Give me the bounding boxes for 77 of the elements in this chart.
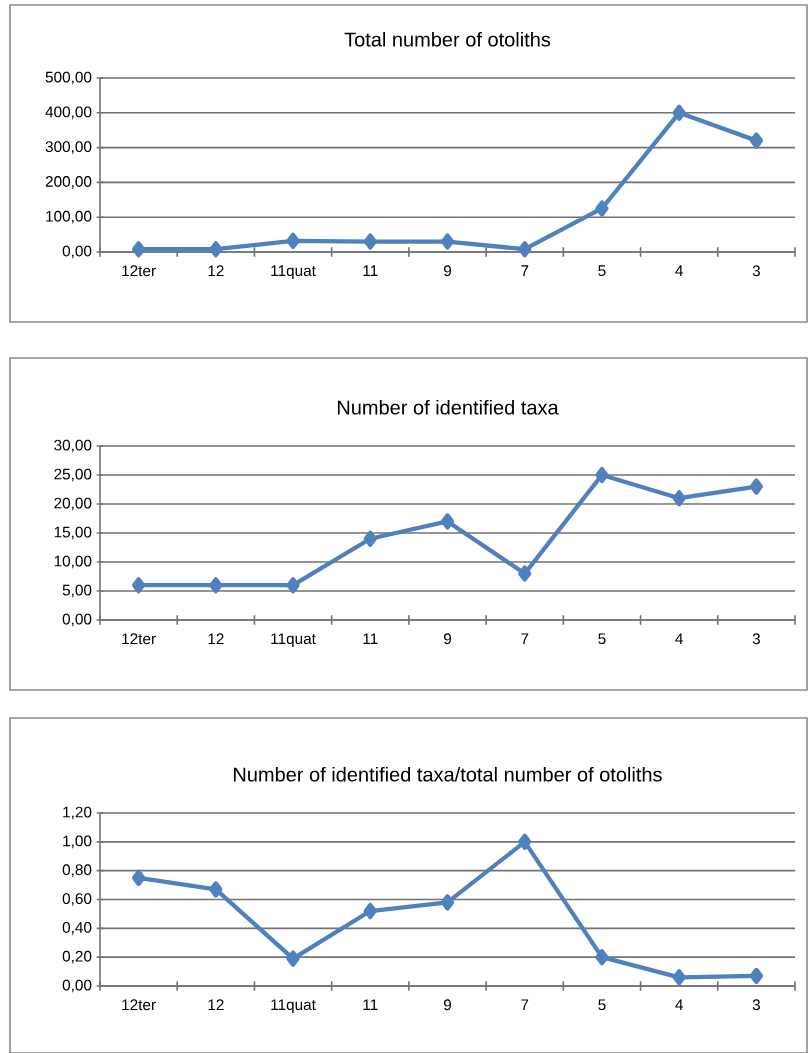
y-tick-label: 1,00 <box>63 835 92 849</box>
x-tick-label: 11 <box>363 999 378 1010</box>
y-tick-label: 0,60 <box>62 893 92 906</box>
chart-title: Total number of otoliths <box>344 31 551 47</box>
point <box>131 241 146 258</box>
y-tick-label: 0,20 <box>62 950 92 964</box>
point <box>286 232 300 249</box>
x-tick-label: 11 <box>363 633 378 644</box>
y-tick-label: 200,00 <box>45 176 92 189</box>
point <box>363 530 377 547</box>
y-tick-label: 400,00 <box>45 106 92 120</box>
point <box>131 577 146 594</box>
y-tick-label: 15,00 <box>54 526 92 540</box>
point <box>209 241 223 258</box>
y-tick-label: 5,00 <box>62 584 92 598</box>
point <box>286 577 300 594</box>
point <box>595 200 609 217</box>
x-tick-label: 11quat <box>271 633 316 648</box>
x-tick-label: 4 <box>675 633 683 644</box>
x-tick-label: 3 <box>752 633 760 645</box>
y-tick-label: 25,00 <box>54 468 92 482</box>
x-tick-label: 9 <box>443 265 452 277</box>
point <box>440 233 455 250</box>
x-tick-label: 12ter <box>122 633 156 645</box>
y-tick-label: 1,20 <box>63 806 92 820</box>
y-tick-label: 0,00 <box>62 245 92 259</box>
point <box>363 902 377 920</box>
x-tick-label: 3 <box>752 265 760 277</box>
point <box>749 478 764 495</box>
y-tick-label: 20,00 <box>54 497 92 511</box>
point <box>518 241 532 258</box>
x-tick-label: 11quat <box>271 265 316 280</box>
y-tick-label: 0,40 <box>62 921 92 935</box>
point <box>518 565 532 582</box>
x-tick-label: 12 <box>208 265 224 277</box>
x-tick-label: 9 <box>443 633 452 645</box>
x-tick-label: 5 <box>598 265 606 277</box>
point <box>672 104 686 121</box>
chart-title: Number of identified taxa <box>337 399 559 415</box>
x-tick-label: 12ter <box>122 999 156 1011</box>
point <box>595 949 609 966</box>
point <box>286 950 300 967</box>
y-tick-label: 0,00 <box>62 979 92 993</box>
point <box>209 881 223 898</box>
x-tick-label: 11 <box>363 265 378 276</box>
y-tick-label: 300,00 <box>45 141 92 154</box>
point <box>131 869 146 887</box>
x-tick-label: 7 <box>521 633 529 644</box>
point <box>749 967 764 985</box>
chart-title: Number of identified taxa/total number of otoliths <box>234 766 662 782</box>
point <box>749 132 764 149</box>
y-tick-label: 30,00 <box>54 439 92 453</box>
point <box>209 577 223 594</box>
point <box>672 969 686 986</box>
point <box>518 833 532 850</box>
x-tick-label: 3 <box>752 999 760 1011</box>
point <box>440 513 455 530</box>
x-tick-label: 11quat <box>271 999 316 1014</box>
x-tick-label: 9 <box>443 999 452 1011</box>
x-tick-label: 7 <box>521 999 529 1010</box>
x-tick-label: 5 <box>598 999 606 1011</box>
x-tick-label: 12 <box>208 999 224 1011</box>
point <box>363 233 377 250</box>
y-tick-label: 0,80 <box>62 864 92 877</box>
x-tick-label: 12ter <box>122 265 156 277</box>
x-tick-label: 4 <box>675 999 683 1010</box>
point <box>672 490 686 507</box>
point <box>595 466 609 484</box>
y-tick-label: 10,00 <box>54 555 92 569</box>
x-tick-label: 12 <box>208 633 224 645</box>
point <box>440 894 455 911</box>
x-tick-label: 5 <box>598 633 606 645</box>
y-tick-label: 100,00 <box>46 210 92 224</box>
y-tick-label: 0,00 <box>62 613 92 627</box>
x-tick-label: 7 <box>521 265 529 276</box>
y-tick-label: 500,00 <box>45 71 92 85</box>
x-tick-label: 4 <box>675 265 683 276</box>
